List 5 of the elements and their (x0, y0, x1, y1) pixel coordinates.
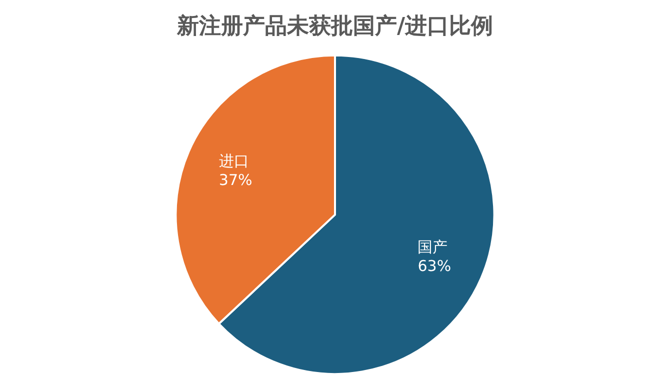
chart-title: 新注册产品未获批国产/进口比例 (176, 12, 494, 39)
slice-label: 国产 (418, 238, 448, 256)
slice-label: 进口 (218, 152, 249, 170)
data-label: 63% (418, 257, 452, 276)
data-label: 37% (218, 171, 252, 190)
